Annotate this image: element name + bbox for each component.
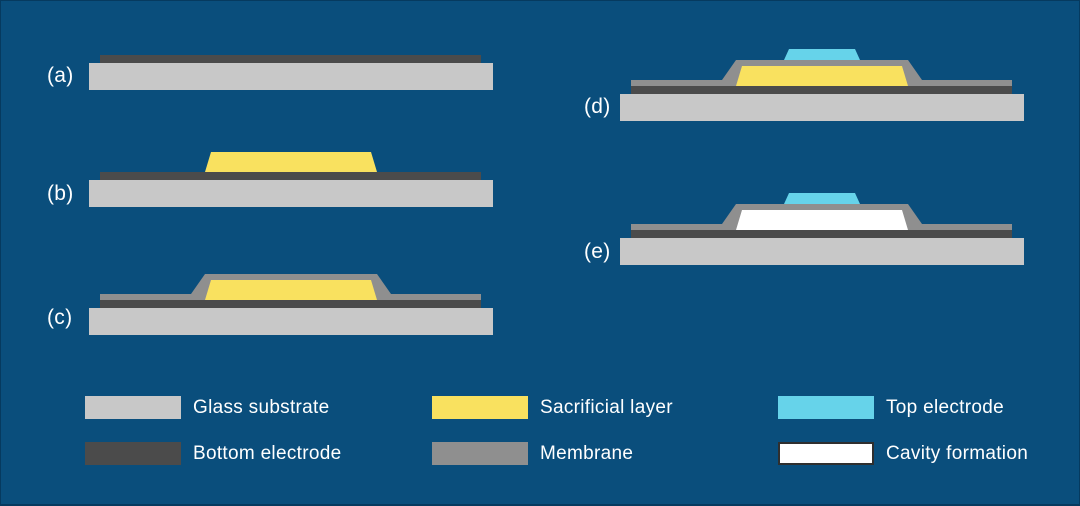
step-c-label: (c) [47, 306, 73, 329]
layer-substrate [89, 308, 493, 335]
step-d-label: (d) [584, 95, 611, 118]
layer-bottom-electrode [631, 86, 1012, 94]
step-b-diagram [89, 134, 493, 208]
top-electrode-swatch [778, 396, 874, 419]
legend-label-top-electrode: Top electrode [886, 396, 1004, 418]
legend-label-sacrificial-layer: Sacrificial layer [540, 396, 673, 418]
layer-top-electrode [784, 49, 860, 60]
layer-substrate [89, 63, 493, 90]
layer-substrate [89, 180, 493, 207]
legend-item-cavity-formation: Cavity formation [778, 442, 1028, 465]
layer-bottom-electrode [100, 300, 481, 308]
legend-item-sacrificial-layer: Sacrificial layer [432, 396, 673, 419]
layer-bottom-electrode [100, 172, 481, 180]
step-e-label: (e) [584, 240, 611, 263]
layer-substrate [620, 238, 1024, 265]
step-a-cross-section [89, 55, 493, 90]
layer-sacrificial [205, 280, 377, 300]
legend-label-cavity-formation: Cavity formation [886, 442, 1029, 464]
step-d-diagram [620, 48, 1024, 122]
legend-item-bottom-electrode: Bottom electrode [85, 442, 341, 465]
glass-substrate-swatch [85, 396, 181, 419]
layer-substrate [620, 94, 1024, 121]
legend-label-glass-substrate: Glass substrate [193, 396, 330, 418]
legend-item-top-electrode: Top electrode [778, 396, 1004, 419]
layer-sacrificial [205, 152, 377, 172]
layer-bottom-electrode [631, 230, 1012, 238]
bottom-electrode-swatch [85, 442, 181, 465]
legend-item-glass-substrate: Glass substrate [85, 396, 330, 419]
legend-label-membrane: Membrane [540, 442, 634, 464]
step-e-cross-section [620, 193, 1024, 265]
cavity-formation-swatch [778, 442, 874, 465]
layer-bottom-electrode [100, 55, 481, 63]
layer-cavity [736, 210, 908, 230]
sacrificial-layer-swatch [432, 396, 528, 419]
step-c-cross-section [89, 274, 493, 335]
layer-top-electrode [784, 193, 860, 204]
layer-sacrificial [736, 66, 908, 86]
legend-item-membrane: Membrane [432, 442, 633, 465]
legend-label-bottom-electrode: Bottom electrode [193, 442, 342, 464]
step-e-diagram [620, 192, 1024, 266]
step-c-diagram [89, 262, 493, 336]
step-d-cross-section [620, 49, 1024, 121]
step-a-diagram [89, 17, 493, 91]
membrane-swatch [432, 442, 528, 465]
step-b-label: (b) [47, 182, 74, 205]
step-b-cross-section [89, 152, 493, 207]
step-a-label: (a) [47, 64, 74, 87]
